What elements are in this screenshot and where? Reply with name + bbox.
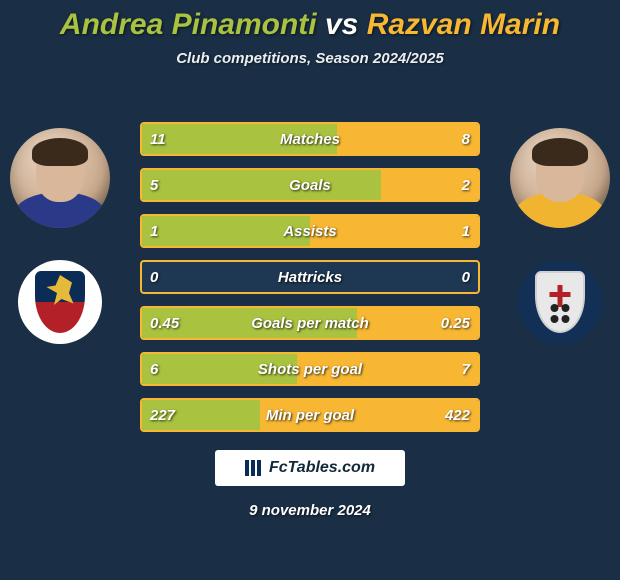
player2-value: 0	[452, 260, 480, 294]
player2-value: 422	[435, 398, 480, 432]
logo-text: FcTables.com	[269, 459, 375, 477]
stat-row: 11Assists	[140, 214, 480, 248]
stat-row: 52Goals	[140, 168, 480, 202]
player1-value: 11	[140, 122, 176, 156]
player2-value: 7	[452, 352, 480, 386]
stat-row: 118Matches	[140, 122, 480, 156]
stat-bar-track	[140, 122, 480, 156]
player1-avatar	[10, 128, 110, 228]
crest-shield	[35, 271, 85, 333]
stat-bar-track	[140, 398, 480, 432]
stat-bar-track	[140, 168, 480, 202]
stat-bar-track	[140, 306, 480, 340]
stat-bar-track	[140, 260, 480, 294]
stat-row: 67Shots per goal	[140, 352, 480, 386]
player1-name: Andrea Pinamonti	[60, 8, 317, 41]
stat-bar-track	[140, 352, 480, 386]
crest-shield	[535, 271, 585, 333]
player1-fill	[142, 170, 381, 200]
stat-row: 0.450.25Goals per match	[140, 306, 480, 340]
stat-bar-track	[140, 214, 480, 248]
player2-value: 0.25	[431, 306, 480, 340]
player1-value: 0	[140, 260, 168, 294]
player1-club-crest	[18, 260, 102, 344]
stat-row: 00Hattricks	[140, 260, 480, 294]
vs-label: vs	[325, 8, 358, 41]
player2-avatar	[510, 128, 610, 228]
logo-chart-icon	[245, 460, 265, 476]
crest-griffin-icon	[45, 275, 75, 305]
fctables-logo: FcTables.com	[215, 450, 405, 486]
avatar-hair	[532, 138, 588, 166]
comparison-title: Andrea Pinamonti vs Razvan Marin	[0, 0, 620, 42]
player2-value: 2	[452, 168, 480, 202]
stat-row: 227422Min per goal	[140, 398, 480, 432]
avatar-hair	[32, 138, 88, 166]
player2-club-crest	[518, 260, 602, 344]
player1-value: 6	[140, 352, 168, 386]
player1-value: 227	[140, 398, 185, 432]
date-label: 9 november 2024	[0, 502, 620, 519]
player1-value: 1	[140, 214, 168, 248]
player2-name: Razvan Marin	[367, 8, 560, 41]
crest-moors-icon	[551, 304, 570, 323]
player1-value: 0.45	[140, 306, 189, 340]
subtitle: Club competitions, Season 2024/2025	[0, 50, 620, 67]
player2-value: 1	[452, 214, 480, 248]
player1-value: 5	[140, 168, 168, 202]
stats-bars: 118Matches52Goals11Assists00Hattricks0.4…	[140, 122, 480, 444]
player2-value: 8	[452, 122, 480, 156]
